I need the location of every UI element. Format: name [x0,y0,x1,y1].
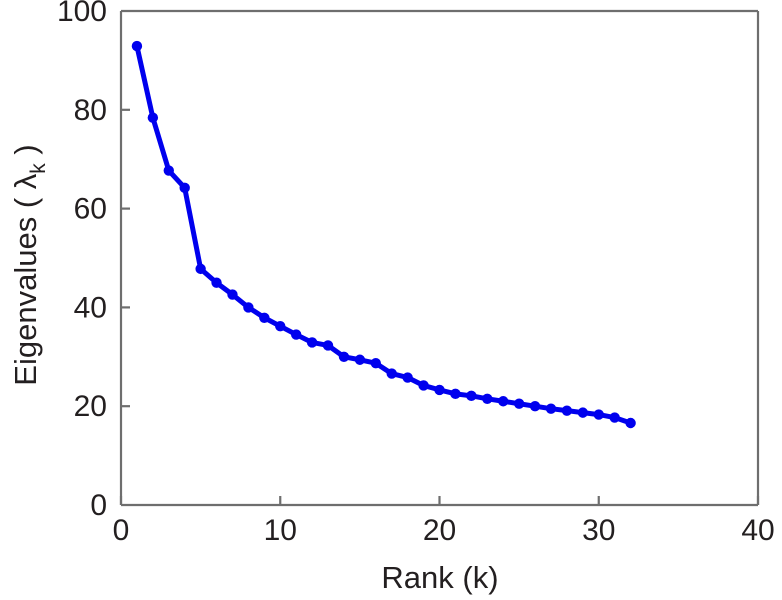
data-point-marker [402,372,413,383]
y-axis-title-subscript: k [27,163,50,174]
x-tick-label: 0 [113,514,130,547]
data-point-marker [609,412,620,423]
data-point-marker [243,302,254,313]
y-axis-title-group: Eigenvalues ( λk ) [8,144,50,385]
axes-frame [119,9,760,507]
x-tick-label: 10 [264,514,297,547]
y-axis-ticks [121,108,130,408]
y-tick-label: 60 [74,193,107,226]
x-tick-label: 40 [741,514,774,547]
data-point-marker [338,351,350,362]
data-point-marker [625,417,636,429]
data-point-marker [195,263,206,275]
data-point-marker [354,354,366,365]
data-point-marker [577,407,589,418]
x-axis-ticks [119,496,760,505]
series-markers-eigenvalues [131,40,636,429]
data-point-marker [259,312,270,323]
data-point-marker [482,393,493,404]
y-tick-label: 100 [57,0,107,28]
data-point-marker [593,409,604,420]
data-point-marker [529,401,541,412]
x-tick-label: 30 [582,514,615,547]
y-tick-label: 40 [74,291,107,324]
x-tick-label: 20 [423,514,456,547]
data-point-marker [163,165,174,176]
data-point-marker [466,390,477,402]
data-point-marker [147,112,159,123]
y-axis-tick-labels: 0 20 40 60 80 100 [57,0,107,522]
y-tick-label: 0 [90,489,107,522]
y-axis-title-suffix: ) [8,144,43,163]
data-point-marker [275,320,286,332]
data-point-marker [322,340,334,351]
data-point-marker [418,380,429,391]
data-point-marker [513,398,525,409]
y-axis-title-main: Eigenvalues ( λ [8,173,43,385]
data-point-marker [306,337,318,348]
y-axis-title: Eigenvalues ( λk ) [8,144,50,385]
data-point-marker [290,329,302,340]
data-point-marker [561,405,573,416]
data-point-marker [386,368,397,379]
x-axis-title: Rank (k) [381,560,498,595]
y-tick-label: 20 [74,390,107,423]
data-point-marker [545,403,557,414]
data-point-marker [131,40,143,52]
y-tick-label: 80 [74,94,107,127]
data-point-marker [179,182,190,194]
series-line-eigenvalues [134,43,634,426]
data-point-marker [227,289,238,300]
data-point-marker [211,277,222,288]
data-point-marker [450,388,461,400]
data-point-marker [370,358,381,369]
x-axis-tick-labels: 0 10 20 30 40 [113,514,775,547]
data-point-marker [498,396,509,407]
data-point-marker [434,384,445,396]
data-series-group [131,40,636,429]
